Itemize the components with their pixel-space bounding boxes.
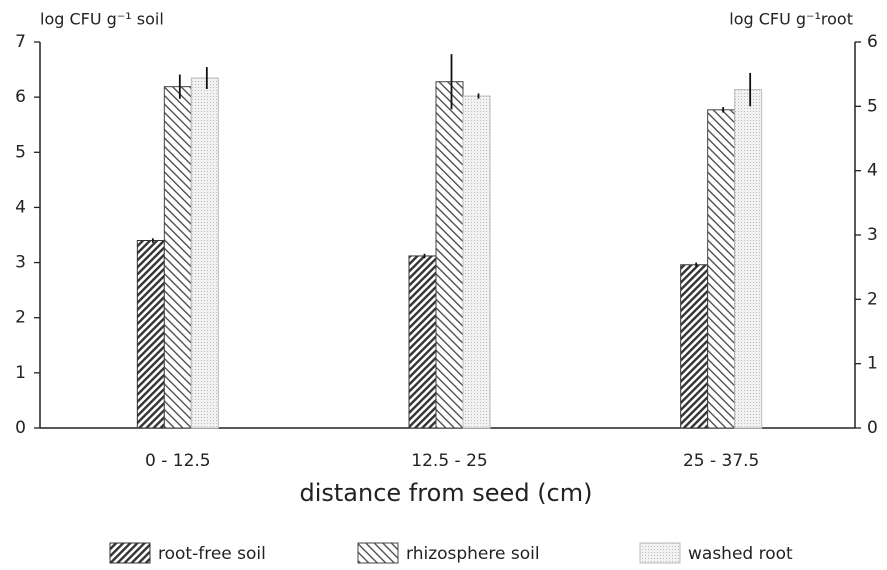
y2-axis-title: log CFU g⁻¹root [729,10,853,29]
y2-tick-label: 5 [867,96,878,116]
y-tick-label: 3 [15,253,26,273]
y-tick-label: 1 [15,363,26,383]
bar [734,89,763,429]
y-axis-title: log CFU g⁻¹ soil [40,10,164,29]
y2-tick-label: 3 [867,225,878,245]
legend-label: root-free soil [158,544,266,564]
y2-tick-label: 4 [867,161,878,181]
bar [462,95,491,429]
y2-tick-label: 2 [867,289,878,309]
x-tick-label: 0 - 12.5 [145,451,211,471]
bar [408,255,437,429]
bar [680,264,709,429]
y2-tick-label: 6 [867,32,878,52]
legend-swatch [639,542,681,564]
y-tick-label: 5 [15,142,26,162]
y-tick-label: 7 [15,32,26,52]
x-axis-title: distance from seed (cm) [299,479,592,507]
legend-swatch [109,542,151,564]
y2-tick-label: 0 [867,418,878,438]
y-tick-label: 6 [15,87,26,107]
legend-swatch [357,542,399,564]
y-tick-label: 2 [15,308,26,328]
y-tick-label: 0 [15,418,26,438]
y-tick-label: 4 [15,197,26,217]
bar [707,109,736,429]
y2-tick-label: 1 [867,354,878,374]
bar [435,81,464,429]
bar [190,77,219,429]
x-tick-label: 12.5 - 25 [411,451,487,471]
legend-label: washed root [688,544,793,564]
legend-label: rhizosphere soil [406,544,540,564]
bar [136,240,165,429]
bar [163,86,192,429]
x-tick-label: 25 - 37.5 [683,451,759,471]
